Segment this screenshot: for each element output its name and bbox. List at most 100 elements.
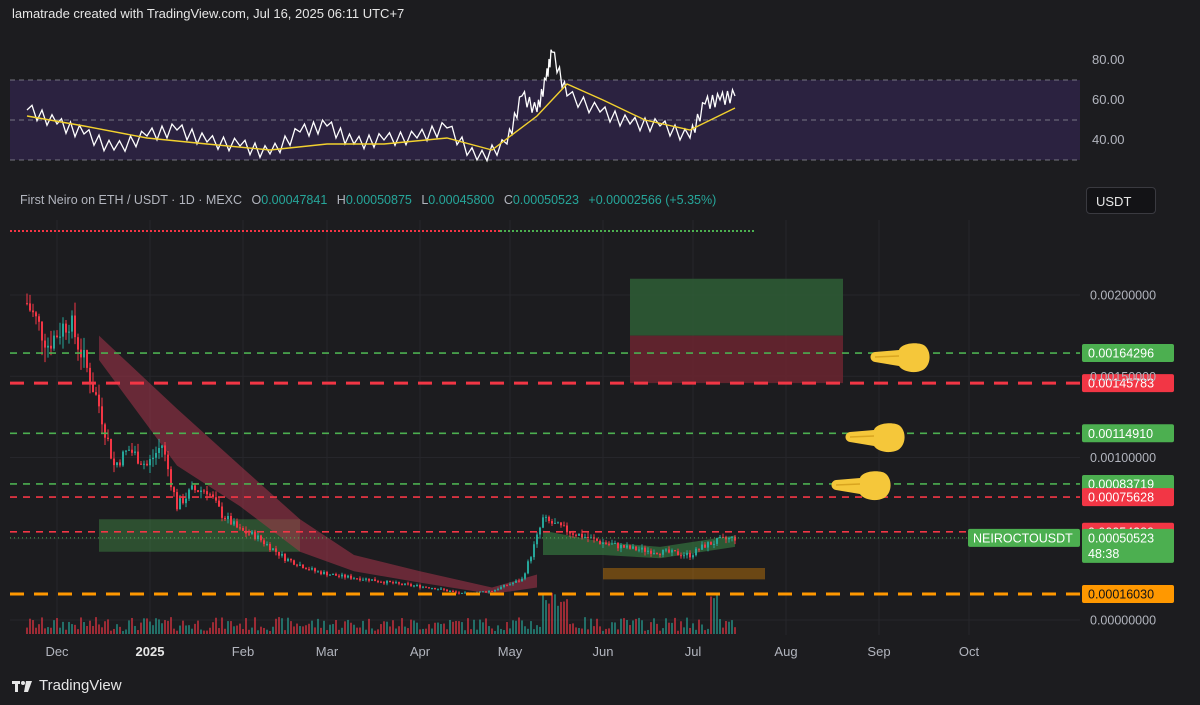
volume-bar: [533, 629, 535, 634]
volume-bar: [557, 605, 559, 634]
candle-body: [113, 458, 115, 466]
candle-body: [377, 581, 379, 583]
candle-body: [386, 580, 388, 584]
volume-bar: [629, 625, 631, 634]
candle-body: [104, 424, 106, 438]
volume-bar: [236, 625, 238, 634]
volume-bar: [578, 628, 580, 634]
volume-bar: [488, 626, 490, 634]
candle-body: [173, 487, 175, 493]
candle-body: [518, 580, 520, 582]
volume-bar: [434, 622, 436, 634]
volume-bar: [722, 627, 724, 634]
level-tag-label: 0.00114910: [1088, 427, 1153, 441]
candle-body: [77, 337, 79, 350]
candle-body: [695, 548, 697, 556]
volume-bar: [38, 624, 40, 634]
symbol-legend: First Neiro on ETH / USDT · 1D · MEXC O0…: [20, 193, 716, 207]
volume-bar: [554, 594, 556, 634]
volume-bar: [74, 624, 76, 634]
candle-body: [347, 575, 349, 578]
candle-body: [455, 591, 457, 593]
volume-bar: [425, 628, 427, 634]
volume-bar: [617, 629, 619, 634]
hand-shape: [845, 423, 905, 453]
volume-bar: [635, 618, 637, 634]
symbol-tag: [968, 528, 1080, 547]
candle-body: [389, 580, 391, 583]
candle-body: [266, 544, 268, 546]
candle-body: [560, 522, 562, 526]
candle-body: [404, 583, 406, 585]
candle-body: [353, 578, 355, 580]
candle-body: [290, 558, 292, 561]
volume-bar: [485, 618, 487, 634]
volume-bar: [713, 598, 715, 634]
volume-bar: [293, 626, 295, 634]
candle-body: [665, 549, 667, 551]
volume-bar: [530, 621, 532, 634]
volume-bar: [269, 630, 271, 634]
volume-bar: [719, 619, 721, 634]
volume-bar: [86, 625, 88, 634]
candle-body: [566, 525, 568, 533]
candle-body: [527, 561, 529, 574]
volume-bar: [89, 620, 91, 634]
level-tag-label: 0.00145783: [1088, 377, 1154, 391]
candle-body: [692, 555, 694, 558]
volume-bar: [179, 625, 181, 634]
time-x-tick: Dec: [45, 644, 69, 659]
candle-body: [638, 549, 640, 551]
volume-bar: [368, 618, 370, 634]
volume-bar: [395, 628, 397, 634]
volume-bar: [347, 619, 349, 634]
tradingview-brand[interactable]: TradingView: [12, 677, 122, 694]
volume-bar: [398, 626, 400, 634]
volume-bar: [149, 621, 151, 634]
candle-body: [89, 367, 91, 385]
candle-body: [95, 392, 97, 395]
candle-body: [101, 406, 103, 425]
volume-bar: [410, 619, 412, 634]
candle-body: [32, 310, 34, 313]
candle-body: [557, 522, 559, 524]
time-x-tick: May: [498, 644, 523, 659]
candle-body: [707, 542, 709, 548]
volume-bar: [233, 626, 235, 634]
candle-body: [293, 560, 295, 565]
candle-body: [182, 498, 184, 504]
volume-bar: [494, 630, 496, 634]
volume-bar: [311, 620, 313, 634]
volume-bar: [275, 618, 277, 634]
volume-bar: [362, 620, 364, 634]
candle-body: [719, 536, 721, 539]
candle-body: [680, 555, 682, 557]
candle-body: [197, 490, 199, 492]
candle-body: [521, 578, 523, 582]
volume-bar: [221, 617, 223, 634]
candle-body: [626, 545, 628, 548]
candle-body: [581, 533, 583, 538]
time-x-tick: Oct: [959, 644, 980, 659]
volume-bar: [344, 621, 346, 634]
candle-body: [602, 542, 604, 544]
volume-bar: [266, 629, 268, 634]
candle-body: [29, 303, 31, 311]
volume-bar: [80, 617, 82, 634]
candle-body: [302, 564, 304, 569]
time-x-tick: Apr: [410, 644, 431, 659]
volume-bar: [587, 629, 589, 634]
volume-bar: [725, 621, 727, 634]
volume-bar: [182, 620, 184, 634]
time-x-tick: 2025: [136, 644, 165, 659]
volume-bar: [350, 622, 352, 634]
candle-body: [272, 548, 274, 551]
symbol-name: First Neiro on ETH / USDT · 1D · MEXC: [20, 193, 243, 207]
candle-body: [710, 542, 712, 545]
currency-button[interactable]: USDT: [1086, 187, 1156, 214]
volume-bar: [593, 626, 595, 634]
low-value: 0.00045800: [428, 193, 495, 207]
volume-bar: [641, 620, 643, 634]
candle-body: [341, 574, 343, 577]
